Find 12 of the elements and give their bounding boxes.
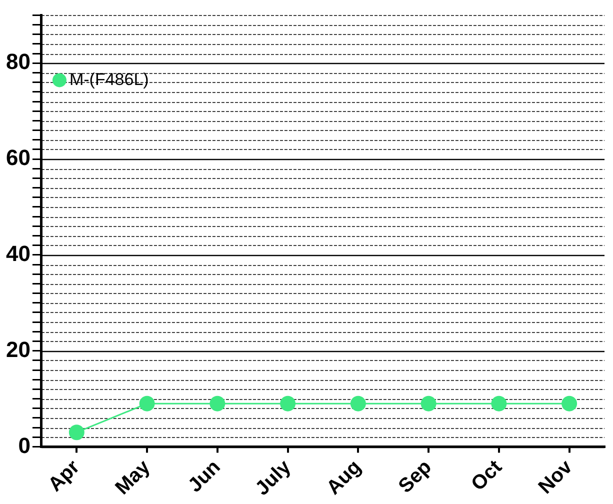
y-tick-label: 60 [6,145,30,170]
x-tick-label: Sep [394,456,436,498]
y-tick-label: 40 [6,241,30,266]
x-tick-label: Aug [322,456,366,500]
x-tick-label: Nov [534,455,578,498]
x-tick-label: Jun [184,456,225,497]
y-tick-label: 0 [18,432,30,458]
y-tick-label: 20 [6,336,30,362]
x-tick-label: May [111,455,156,500]
y-tick-label: 80 [6,49,30,74]
x-tick-label: Apr [44,456,84,496]
x-tick-label: Oct [467,456,507,496]
